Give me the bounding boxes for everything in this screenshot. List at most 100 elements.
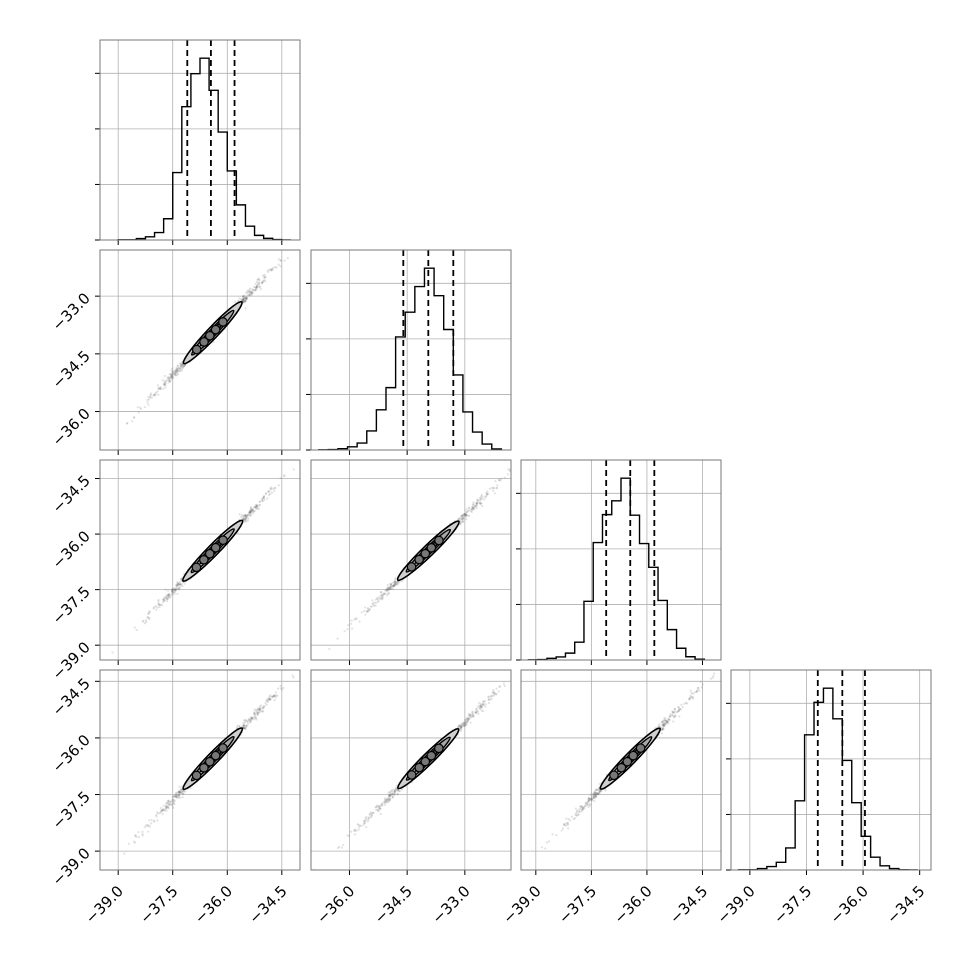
panel-3-2: −39.0 −37.5 −36.0 −34.5 [499, 669, 722, 927]
scatter-point [498, 478, 501, 481]
scatter-point [176, 368, 179, 371]
scatter-point [249, 291, 252, 294]
scatter-point [363, 819, 366, 822]
scatter-point [575, 814, 578, 817]
scatter-point [471, 506, 475, 510]
x-tick-label: −37.5 [136, 882, 181, 927]
scatter-point [671, 714, 674, 717]
scatter-point [380, 804, 383, 807]
scatter-point [666, 721, 670, 724]
scatter-point [254, 506, 257, 509]
scatter-point [395, 582, 398, 585]
contour-blob [204, 548, 215, 559]
scatter-point [133, 626, 136, 629]
scatter-point [165, 806, 168, 809]
scatter-point [172, 590, 175, 593]
scatter-point [387, 796, 390, 799]
scatter-point [251, 508, 255, 511]
scatter-point [492, 487, 495, 490]
scatter-point [462, 512, 466, 516]
scatter-point [238, 513, 241, 516]
scatter-point [588, 799, 591, 803]
scatter-point [378, 597, 381, 600]
scatter-point [383, 801, 386, 804]
scatter-point [463, 721, 467, 724]
scatter-point [464, 720, 467, 723]
scatter-point [252, 510, 255, 513]
scatter-point [713, 672, 716, 675]
scatter-point [249, 506, 253, 510]
scatter-point [382, 592, 385, 595]
scatter-point [175, 367, 179, 370]
scatter-point [680, 703, 683, 707]
scatter-point [459, 726, 462, 729]
scatter-point [589, 793, 592, 797]
scatter-point [387, 586, 390, 589]
scatter-point [482, 703, 485, 706]
scatter-point [666, 720, 669, 723]
scatter-point [179, 790, 182, 793]
scatter-point [663, 719, 667, 722]
scatter-point [244, 724, 248, 727]
scatter-point [255, 504, 259, 508]
scatter-point [171, 371, 174, 374]
scatter-point [168, 373, 171, 376]
scatter-point [695, 690, 698, 694]
scatter-point [252, 506, 256, 509]
scatter-point [384, 592, 387, 595]
scatter-point [149, 395, 152, 398]
scatter-point [166, 800, 169, 803]
histogram-step [317, 267, 503, 450]
scatter-point [394, 582, 397, 585]
scatter-point [459, 727, 462, 730]
scatter-point [174, 795, 177, 798]
scatter-point [147, 612, 150, 615]
scatter-point [662, 724, 665, 727]
scatter-point [474, 711, 477, 714]
scatter-point [593, 792, 596, 795]
scatter-point [563, 824, 566, 827]
scatter-point [662, 722, 666, 725]
scatter-point [261, 709, 264, 713]
scatter-point [164, 382, 168, 385]
scatter-point [167, 800, 170, 803]
scatter-point [461, 724, 465, 727]
scatter-point [464, 513, 467, 516]
x-tick-label: −39.0 [713, 882, 758, 927]
scatter-point [255, 280, 258, 284]
scatter-point [389, 794, 392, 797]
scatter-point [242, 726, 246, 729]
scatter-point [366, 608, 370, 611]
contour-blob [191, 770, 202, 781]
scatter-point [596, 792, 599, 796]
scatter-point [243, 299, 246, 302]
scatter-point [178, 369, 181, 372]
scatter-point [545, 841, 549, 844]
scatter-point [673, 714, 677, 717]
scatter-point [387, 791, 390, 794]
scatter-point [479, 497, 482, 500]
scatter-point [580, 808, 583, 811]
scatter-point [259, 500, 262, 503]
scatter-point [690, 695, 693, 699]
scatter-point [389, 794, 392, 797]
scatter-point [486, 493, 489, 496]
scatter-point [165, 809, 168, 812]
scatter-point [256, 278, 260, 281]
scatter-point [696, 686, 699, 690]
scatter-point [249, 293, 252, 296]
scatter-point [170, 803, 174, 807]
scatter-point [689, 694, 692, 698]
scatter-point [478, 701, 481, 704]
scatter-point [250, 509, 253, 512]
scatter-point [159, 387, 162, 390]
scatter-point [664, 717, 667, 720]
scatter-point [561, 827, 565, 830]
scatter-point [166, 594, 169, 597]
scatter-point [589, 798, 592, 801]
scatter-point [246, 513, 250, 516]
scatter-point [482, 703, 485, 706]
scatter-point [160, 604, 164, 607]
scatter-point [389, 587, 393, 590]
contour-blob [414, 762, 425, 773]
